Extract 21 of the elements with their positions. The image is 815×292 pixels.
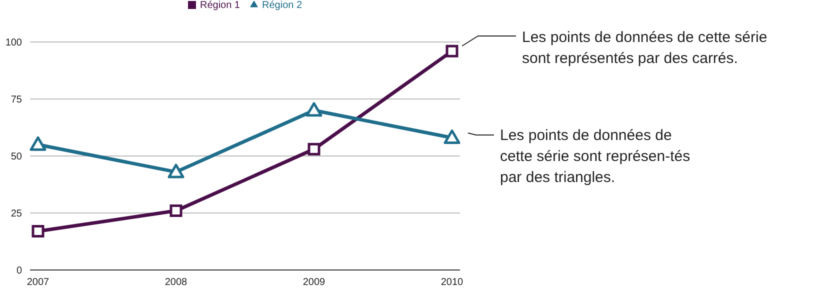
legend-label: Région 1: [200, 0, 240, 11]
x-tick-label: 2008: [164, 277, 188, 288]
legend-label: Région 2: [262, 0, 302, 11]
x-tick-label: 2010: [440, 277, 464, 288]
point: [170, 204, 182, 217]
point: [306, 102, 322, 117]
point: [32, 224, 44, 238]
y-tick-label: 75: [10, 94, 22, 106]
point: [444, 130, 460, 144]
y-tick-label: 0: [16, 266, 22, 277]
point: [446, 44, 458, 58]
text: Les points de données de cette série sont représen-tés par des triangles.: [500, 126, 692, 188]
point: [308, 142, 320, 156]
y-tick-label: 50: [10, 152, 22, 163]
point: [168, 164, 184, 178]
x-tick-label: 2007: [26, 277, 50, 288]
y-tick-label: 25: [10, 208, 22, 220]
y-tick-label: 100: [5, 38, 22, 49]
text: Les points de données de cette série sont représentés par des carrés.: [522, 28, 768, 69]
x-tick-label: 2009: [302, 277, 326, 288]
point: [30, 136, 46, 151]
